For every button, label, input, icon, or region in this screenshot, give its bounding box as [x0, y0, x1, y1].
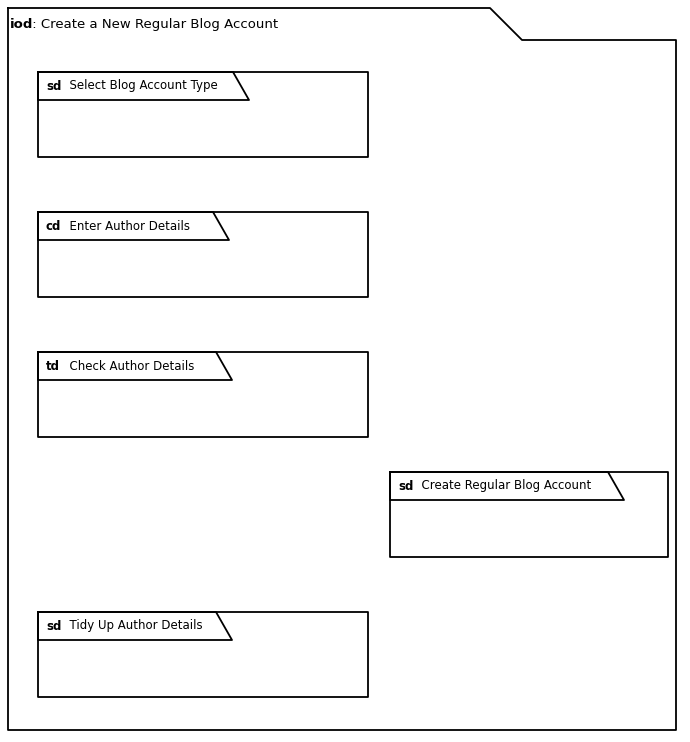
- Text: sd: sd: [398, 479, 413, 493]
- Text: td: td: [46, 360, 60, 372]
- Text: Create Regular Blog Account: Create Regular Blog Account: [414, 479, 591, 493]
- Text: iod: iod: [10, 18, 33, 31]
- Text: : Create a New Regular Blog Account: : Create a New Regular Blog Account: [28, 18, 278, 31]
- Text: cd: cd: [46, 220, 61, 232]
- Text: Tidy Up Author Details: Tidy Up Author Details: [62, 620, 203, 632]
- Text: sd: sd: [46, 79, 61, 93]
- Text: Check Author Details: Check Author Details: [62, 360, 195, 372]
- Text: sd: sd: [46, 620, 61, 632]
- Text: Select Blog Account Type: Select Blog Account Type: [62, 79, 218, 93]
- Text: Enter Author Details: Enter Author Details: [62, 220, 190, 232]
